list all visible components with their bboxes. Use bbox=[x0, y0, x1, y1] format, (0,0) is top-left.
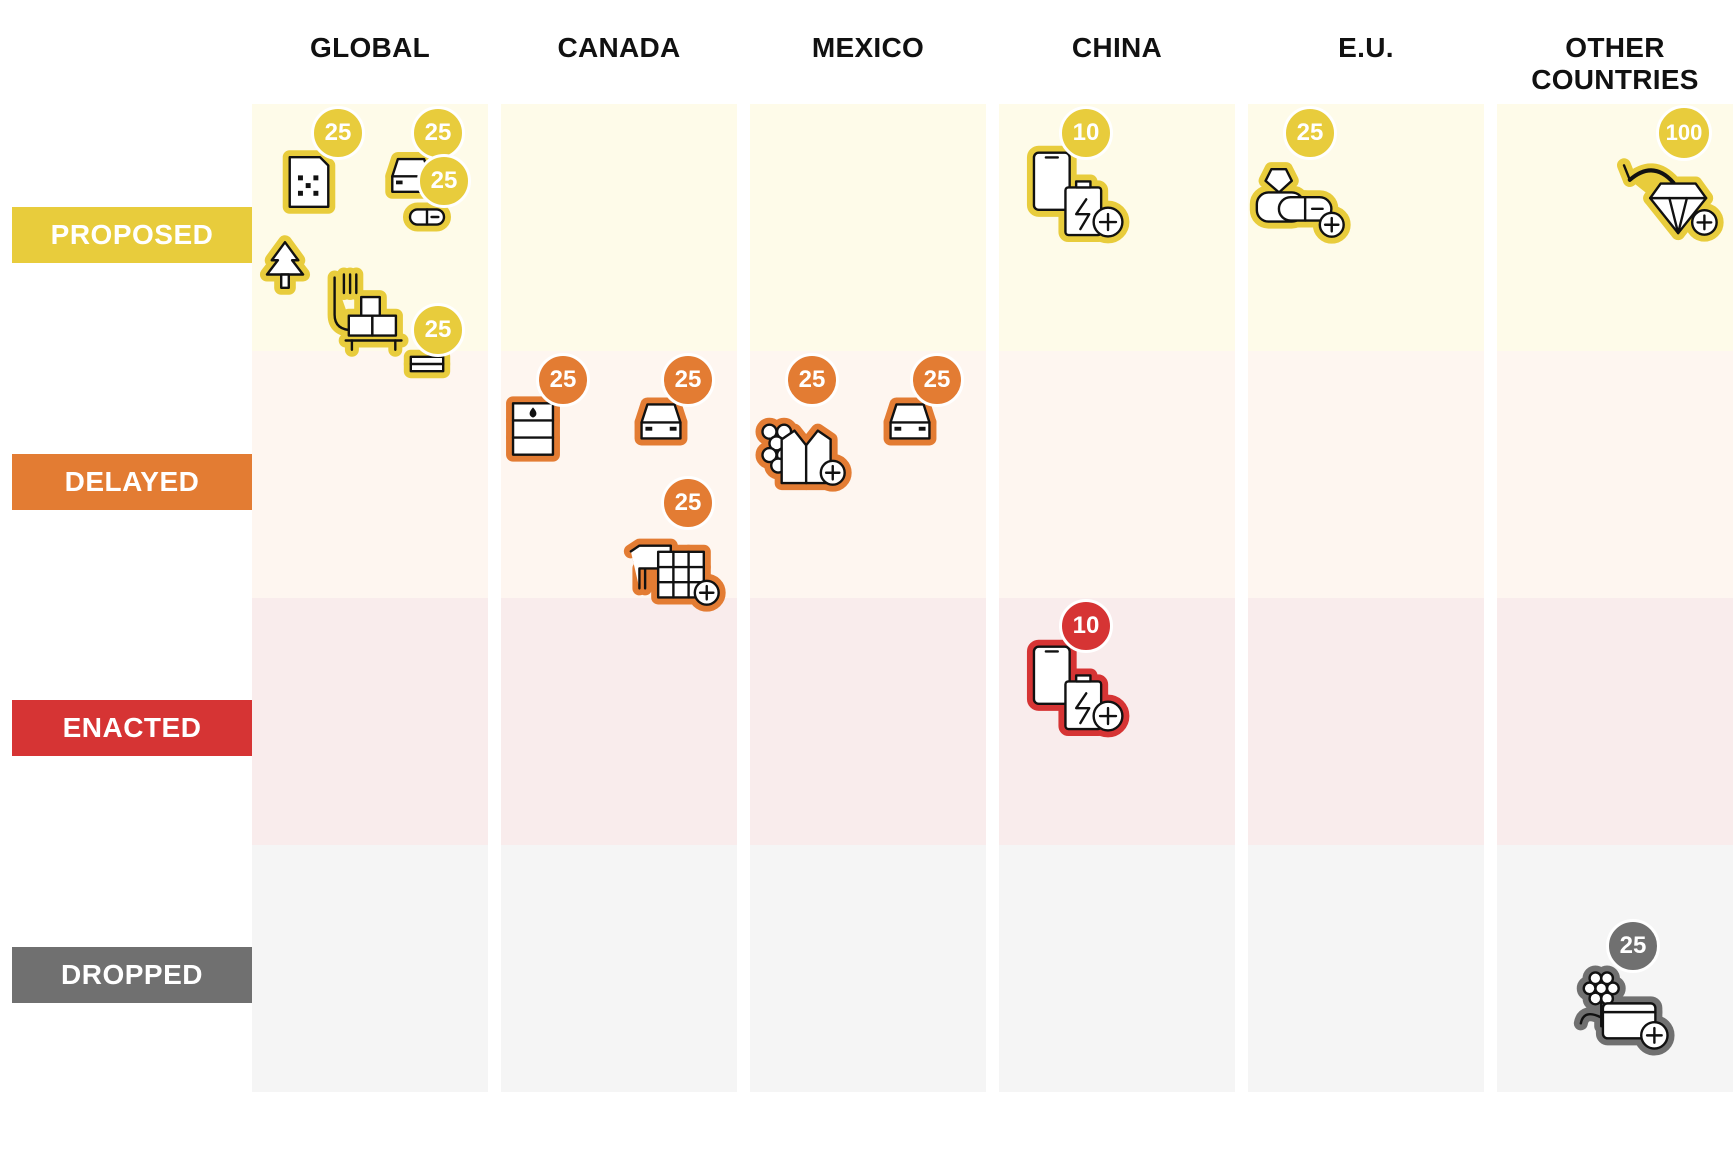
grid-cell bbox=[252, 845, 488, 1092]
grid-cell bbox=[501, 598, 737, 845]
chip-icon bbox=[288, 156, 330, 208]
cow-icon solar-panel-icon plus-icon bbox=[623, 538, 726, 612]
grid-cell bbox=[1497, 598, 1733, 845]
grid-cell bbox=[750, 104, 986, 351]
grid-cell bbox=[1248, 598, 1484, 845]
column-header: CHINA bbox=[1071, 32, 1163, 63]
status-label-dropped: DROPPED bbox=[12, 947, 252, 1003]
chip-icon bbox=[282, 150, 336, 214]
tariff-rate-badge: 25 bbox=[1606, 919, 1660, 973]
tariff-rate-badge: 10 bbox=[1059, 599, 1113, 653]
tariff-rate-badge: 10 bbox=[1059, 106, 1113, 160]
tariff-rate-badge: 25 bbox=[1283, 106, 1337, 160]
plus-icon bbox=[1318, 211, 1345, 238]
plus-icon bbox=[693, 579, 720, 606]
pill-icon bbox=[1277, 196, 1333, 222]
status-label-proposed: PROPOSED bbox=[12, 207, 252, 263]
grid-cell bbox=[1248, 845, 1484, 1092]
tariff-rate-badge: 100 bbox=[1656, 105, 1712, 161]
grapes-icon jacket-icon plus-icon bbox=[755, 417, 852, 492]
steel-beam-icon bbox=[403, 349, 451, 379]
tariff-rate-badge: 25 bbox=[417, 154, 471, 208]
solar-panel-icon bbox=[656, 550, 706, 599]
plus-icon bbox=[1690, 208, 1718, 236]
pill-icon bbox=[408, 208, 446, 226]
plus-icon bbox=[1092, 700, 1124, 732]
status-label-enacted: ENACTED bbox=[12, 700, 252, 756]
column-header: E.U. bbox=[1338, 32, 1394, 63]
column-header: GLOBAL bbox=[309, 32, 430, 63]
phone-icon battery-icon plus-icon bbox=[1026, 145, 1130, 244]
flower-icon card-icon plus-icon bbox=[1573, 965, 1675, 1056]
tariff-rate-badge: 25 bbox=[411, 106, 465, 160]
oil-barrel-icon bbox=[511, 402, 555, 456]
lumber-tree-icon bbox=[265, 241, 305, 290]
steel-beam-icon bbox=[409, 355, 445, 373]
tariff-rate-badge: 25 bbox=[661, 353, 715, 407]
copper-wire-icon boxes-pallet-icon bbox=[327, 267, 409, 357]
tariff-rate-badge: 25 bbox=[661, 476, 715, 530]
plus-icon bbox=[1640, 1021, 1669, 1050]
oil-barrel-icon bbox=[506, 396, 560, 462]
pill-icon bbox=[402, 202, 452, 232]
grid-cell bbox=[750, 845, 986, 1092]
tariff-rate-badge: 25 bbox=[536, 353, 590, 407]
tariff-rate-badge: 25 bbox=[311, 106, 365, 160]
boxes-pallet-icon bbox=[344, 295, 403, 352]
column-header: MEXICO bbox=[811, 32, 925, 63]
grid-cell bbox=[252, 598, 488, 845]
grid-cell bbox=[999, 845, 1235, 1092]
column-header: OTHER COUNTRIES bbox=[1531, 32, 1699, 95]
grid-cell bbox=[750, 598, 986, 845]
shrimp-icon diamond-icon plus-icon bbox=[1617, 158, 1724, 242]
diamond-icon bbox=[1648, 182, 1708, 235]
car-icon bbox=[640, 403, 682, 440]
grid-cell bbox=[1248, 351, 1484, 598]
tariff-rate-badge: 25 bbox=[411, 303, 465, 357]
perfume-icon pill-icon plus-icon bbox=[1249, 162, 1351, 244]
phone-icon bbox=[1032, 151, 1071, 212]
column-header: CANADA bbox=[557, 32, 681, 63]
car-icon bbox=[883, 397, 937, 446]
phone-icon battery-icon plus-icon bbox=[1026, 639, 1130, 738]
plus-icon bbox=[819, 459, 846, 486]
grid-cell bbox=[999, 351, 1235, 598]
flower-icon bbox=[1579, 971, 1620, 1028]
lumber-tree-icon bbox=[259, 235, 311, 295]
car-icon bbox=[634, 397, 688, 446]
grid-cell bbox=[501, 104, 737, 351]
car-icon bbox=[889, 403, 931, 440]
grid-cell bbox=[1497, 351, 1733, 598]
status-label-delayed: DELAYED bbox=[12, 454, 252, 510]
battery-icon bbox=[1064, 674, 1103, 731]
phone-icon bbox=[1032, 645, 1071, 706]
plus-icon bbox=[1092, 206, 1124, 238]
tariff-rate-badge: 25 bbox=[785, 353, 839, 407]
tariff-rate-badge: 25 bbox=[910, 353, 964, 407]
grid-cell bbox=[501, 845, 737, 1092]
grid-cell bbox=[252, 351, 488, 598]
